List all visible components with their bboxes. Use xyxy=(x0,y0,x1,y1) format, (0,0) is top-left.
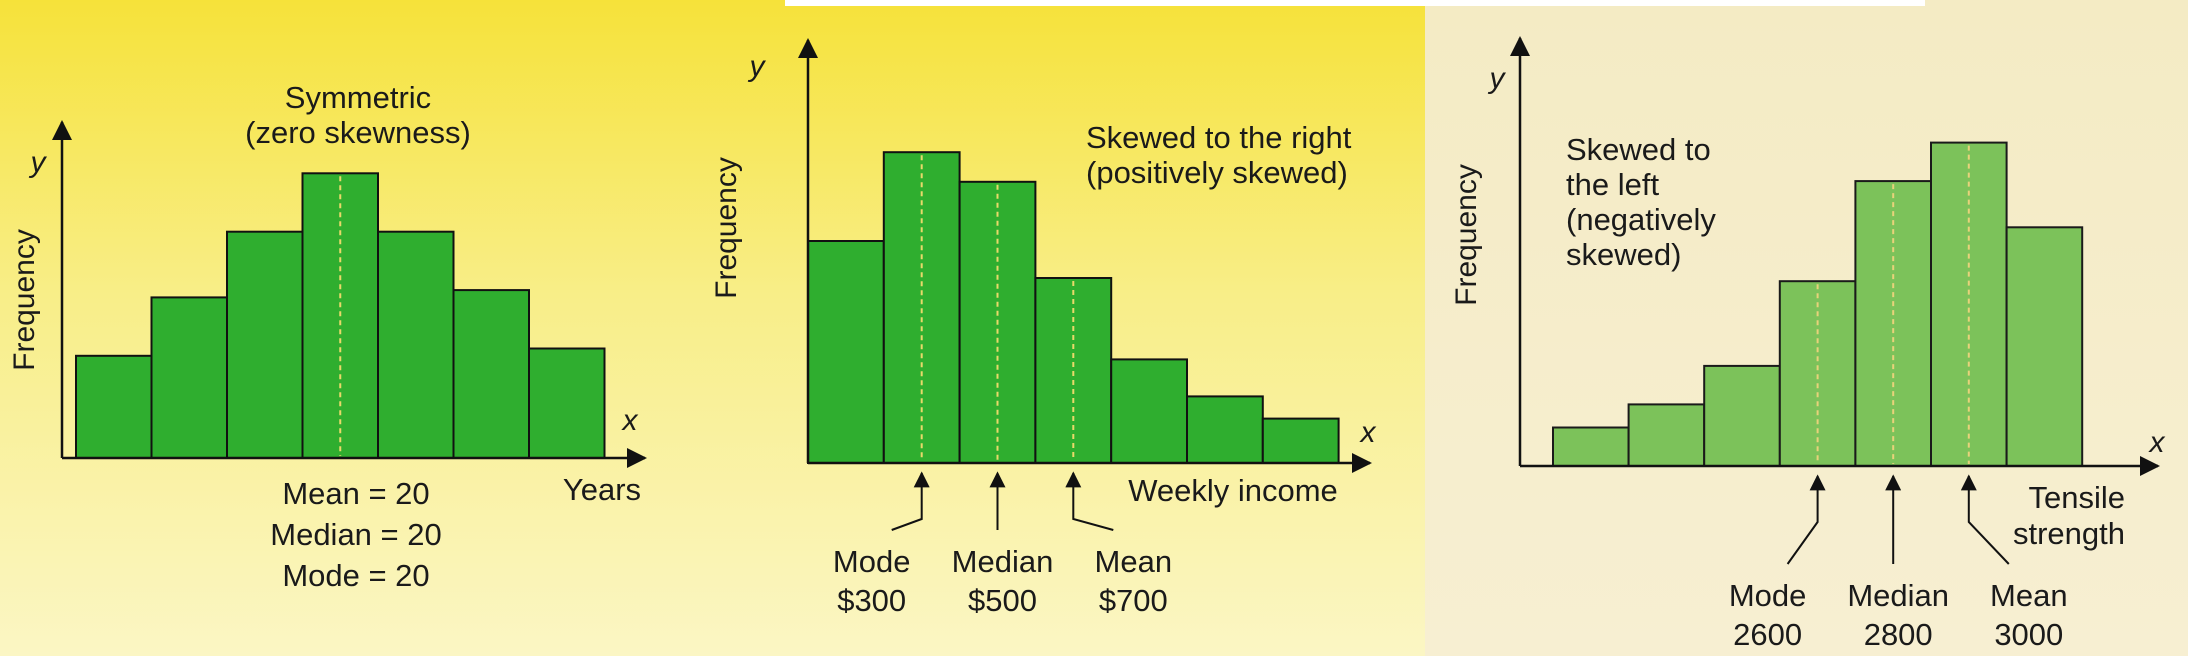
chart-1-bar-1 xyxy=(75,354,153,459)
chart-3-stat-value-2: 2800 xyxy=(1864,617,1933,652)
chart-3-stat-label-2: Median xyxy=(1847,578,1949,613)
chart-2-stat-label-2: Median xyxy=(952,544,1054,579)
chart-2-stat-arrow-3 xyxy=(1065,471,1114,531)
chart-3-stat-label-1: Mode xyxy=(1729,578,1807,613)
chart-1-xlabel: Years xyxy=(563,472,641,507)
chart-2-annotation-line: (positively skewed) xyxy=(1086,155,1348,190)
chart-3-bar-3 xyxy=(1703,364,1781,467)
chart-2-annotation-line: Skewed to the right xyxy=(1086,120,1352,155)
chart-3-bar-2 xyxy=(1627,403,1706,467)
chart-3-stat-label-3: Mean xyxy=(1990,578,2068,613)
chart-3-annotation: Skewed to the left (negatively skewed) xyxy=(1566,132,1716,272)
chart-2-annotation: Skewed to the right (positively skewed) xyxy=(1086,120,1352,190)
chart-2-xlabel-line: Weekly income xyxy=(1128,473,1338,508)
chart-1-annotation-line: Symmetric xyxy=(285,80,431,115)
chart-1-bar-3 xyxy=(226,230,304,459)
chart-3-stat-arrow-1 xyxy=(1786,474,1826,565)
chart-1-bar-2 xyxy=(150,296,228,459)
chart-1-stat-2: Median = 20 xyxy=(270,517,441,552)
chart-3-annotation-line: the left xyxy=(1566,167,1659,202)
chart-2-stat-arrow-1 xyxy=(891,471,930,531)
chart-2-stat-label-3: Mean xyxy=(1095,544,1173,579)
chart-2-stat-value-1: $300 xyxy=(837,583,906,618)
top-strip xyxy=(785,0,1925,6)
chart-3-annotation-line: Skewed to xyxy=(1566,132,1711,167)
chart-1-x-axis-letter: x xyxy=(621,404,639,437)
chart-3-stat-value-3: 3000 xyxy=(1994,617,2063,652)
chart-1 xyxy=(52,120,647,468)
chart-1-annotation-line: (zero skewness) xyxy=(245,115,471,150)
chart-3-bar-6 xyxy=(1930,141,2008,467)
chart-2-bar-6 xyxy=(1186,395,1264,464)
chart-2-bar-1 xyxy=(807,240,885,464)
chart-2 xyxy=(798,38,1372,531)
chart-3-x-axis-letter: x xyxy=(2148,426,2166,459)
chart-3-xlabel: Tensile strength xyxy=(2013,480,2125,551)
chart-1-stat-3: Mode = 20 xyxy=(282,558,429,593)
chart-1-xlabel-line: Years xyxy=(563,472,641,507)
chart-1-ylabel: Frequency xyxy=(8,229,41,371)
chart-1-bar-7 xyxy=(528,347,606,459)
chart-3-xlabel-line: Tensile xyxy=(2029,480,2126,515)
chart-3 xyxy=(1510,36,2160,565)
chart-2-bar-5 xyxy=(1110,358,1188,464)
chart-2-stat-label-1: Mode xyxy=(833,544,911,579)
chart-3-xlabel-line: strength xyxy=(2013,516,2125,551)
chart-1-bar-5 xyxy=(377,230,455,459)
chart-2-xlabel: Weekly income xyxy=(1128,473,1338,508)
chart-2-y-axis-letter: y xyxy=(748,50,767,83)
chart-2-bar-7 xyxy=(1261,417,1340,465)
chart-1-bar-6 xyxy=(452,289,530,459)
chart-2-ylabel: Frequency xyxy=(710,157,743,299)
chart-3-bar-7 xyxy=(2005,226,2084,467)
chart-1-stat-1: Mean = 20 xyxy=(282,476,429,511)
chart-1-annotation: Symmetric (zero skewness) xyxy=(245,80,471,150)
chart-3-annotation-line: skewed) xyxy=(1566,237,1681,272)
chart-3-y-axis-letter: y xyxy=(1488,62,1507,95)
chart-2-x-axis-letter: x xyxy=(1359,416,1377,449)
chart-3-stat-value-1: 2600 xyxy=(1733,617,1802,652)
chart-3-stat-arrow-3 xyxy=(1960,474,2010,565)
chart-3-annotation-line: (negatively xyxy=(1566,202,1716,237)
chart-2-stat-value-2: $500 xyxy=(968,583,1037,618)
chart-2-stat-value-3: $700 xyxy=(1099,583,1168,618)
chart-1-y-axis-letter: y xyxy=(29,146,48,179)
chart-3-bar-1 xyxy=(1552,426,1630,467)
chart-3-ylabel: Frequency xyxy=(1450,164,1483,306)
